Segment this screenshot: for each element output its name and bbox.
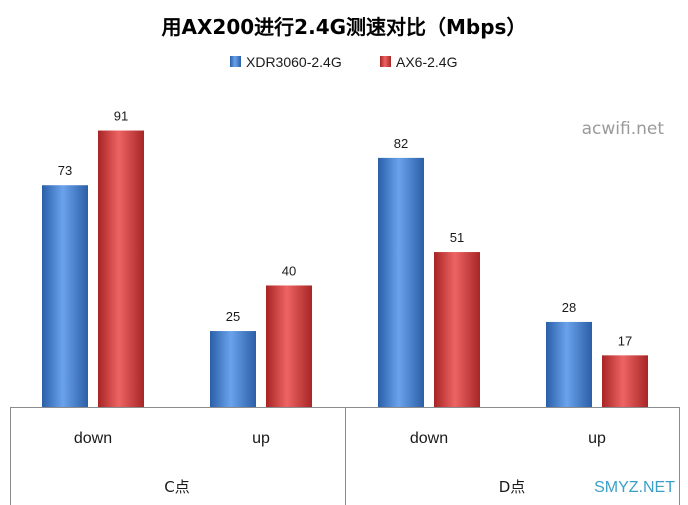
watermark-smyz: SMYZ.NET	[594, 479, 675, 496]
bar-xdr3060	[210, 331, 256, 407]
data-label-xdr3060: 25	[226, 309, 240, 324]
bar-ax6	[98, 130, 144, 408]
data-label-xdr3060: 82	[394, 136, 408, 151]
legend: XDR3060-2.4G AX6-2.4G	[230, 54, 457, 70]
x-tick-label: up	[252, 430, 270, 447]
data-label-ax6: 51	[450, 230, 464, 245]
data-labels: 73 25 82 28 91 40 51 17	[58, 109, 632, 349]
data-label-ax6: 17	[618, 333, 632, 348]
bar-xdr3060	[42, 185, 88, 407]
data-label-ax6: 91	[114, 109, 128, 124]
bars	[42, 130, 648, 408]
data-label-xdr3060: 73	[58, 163, 72, 178]
bar-xdr3060	[378, 157, 424, 407]
bar-xdr3060	[546, 321, 592, 407]
chart-title: 用AX200进行2.4G测速对比（Mbps）	[162, 15, 527, 39]
x-ticks: down up down up	[74, 430, 606, 447]
data-label-xdr3060: 28	[562, 300, 576, 315]
legend-label-xdr3060: XDR3060-2.4G	[246, 54, 342, 70]
watermark-acwifi: acwifi.net	[582, 119, 665, 139]
bar-ax6	[266, 285, 312, 407]
data-label-ax6: 40	[282, 263, 296, 278]
x-tick-label: up	[588, 430, 606, 447]
legend-label-ax6: AX6-2.4G	[396, 54, 457, 70]
legend-swatch-ax6	[380, 56, 391, 67]
x-tick-label: down	[410, 430, 448, 447]
group-label-c: C点	[164, 478, 189, 496]
axis	[10, 407, 680, 505]
group-label-d: D点	[499, 478, 526, 496]
group-labels: C点 D点	[164, 478, 525, 496]
x-tick-label: down	[74, 430, 112, 447]
legend-swatch-xdr3060	[230, 56, 241, 67]
bar-ax6	[602, 355, 648, 407]
bar-ax6	[434, 252, 480, 407]
